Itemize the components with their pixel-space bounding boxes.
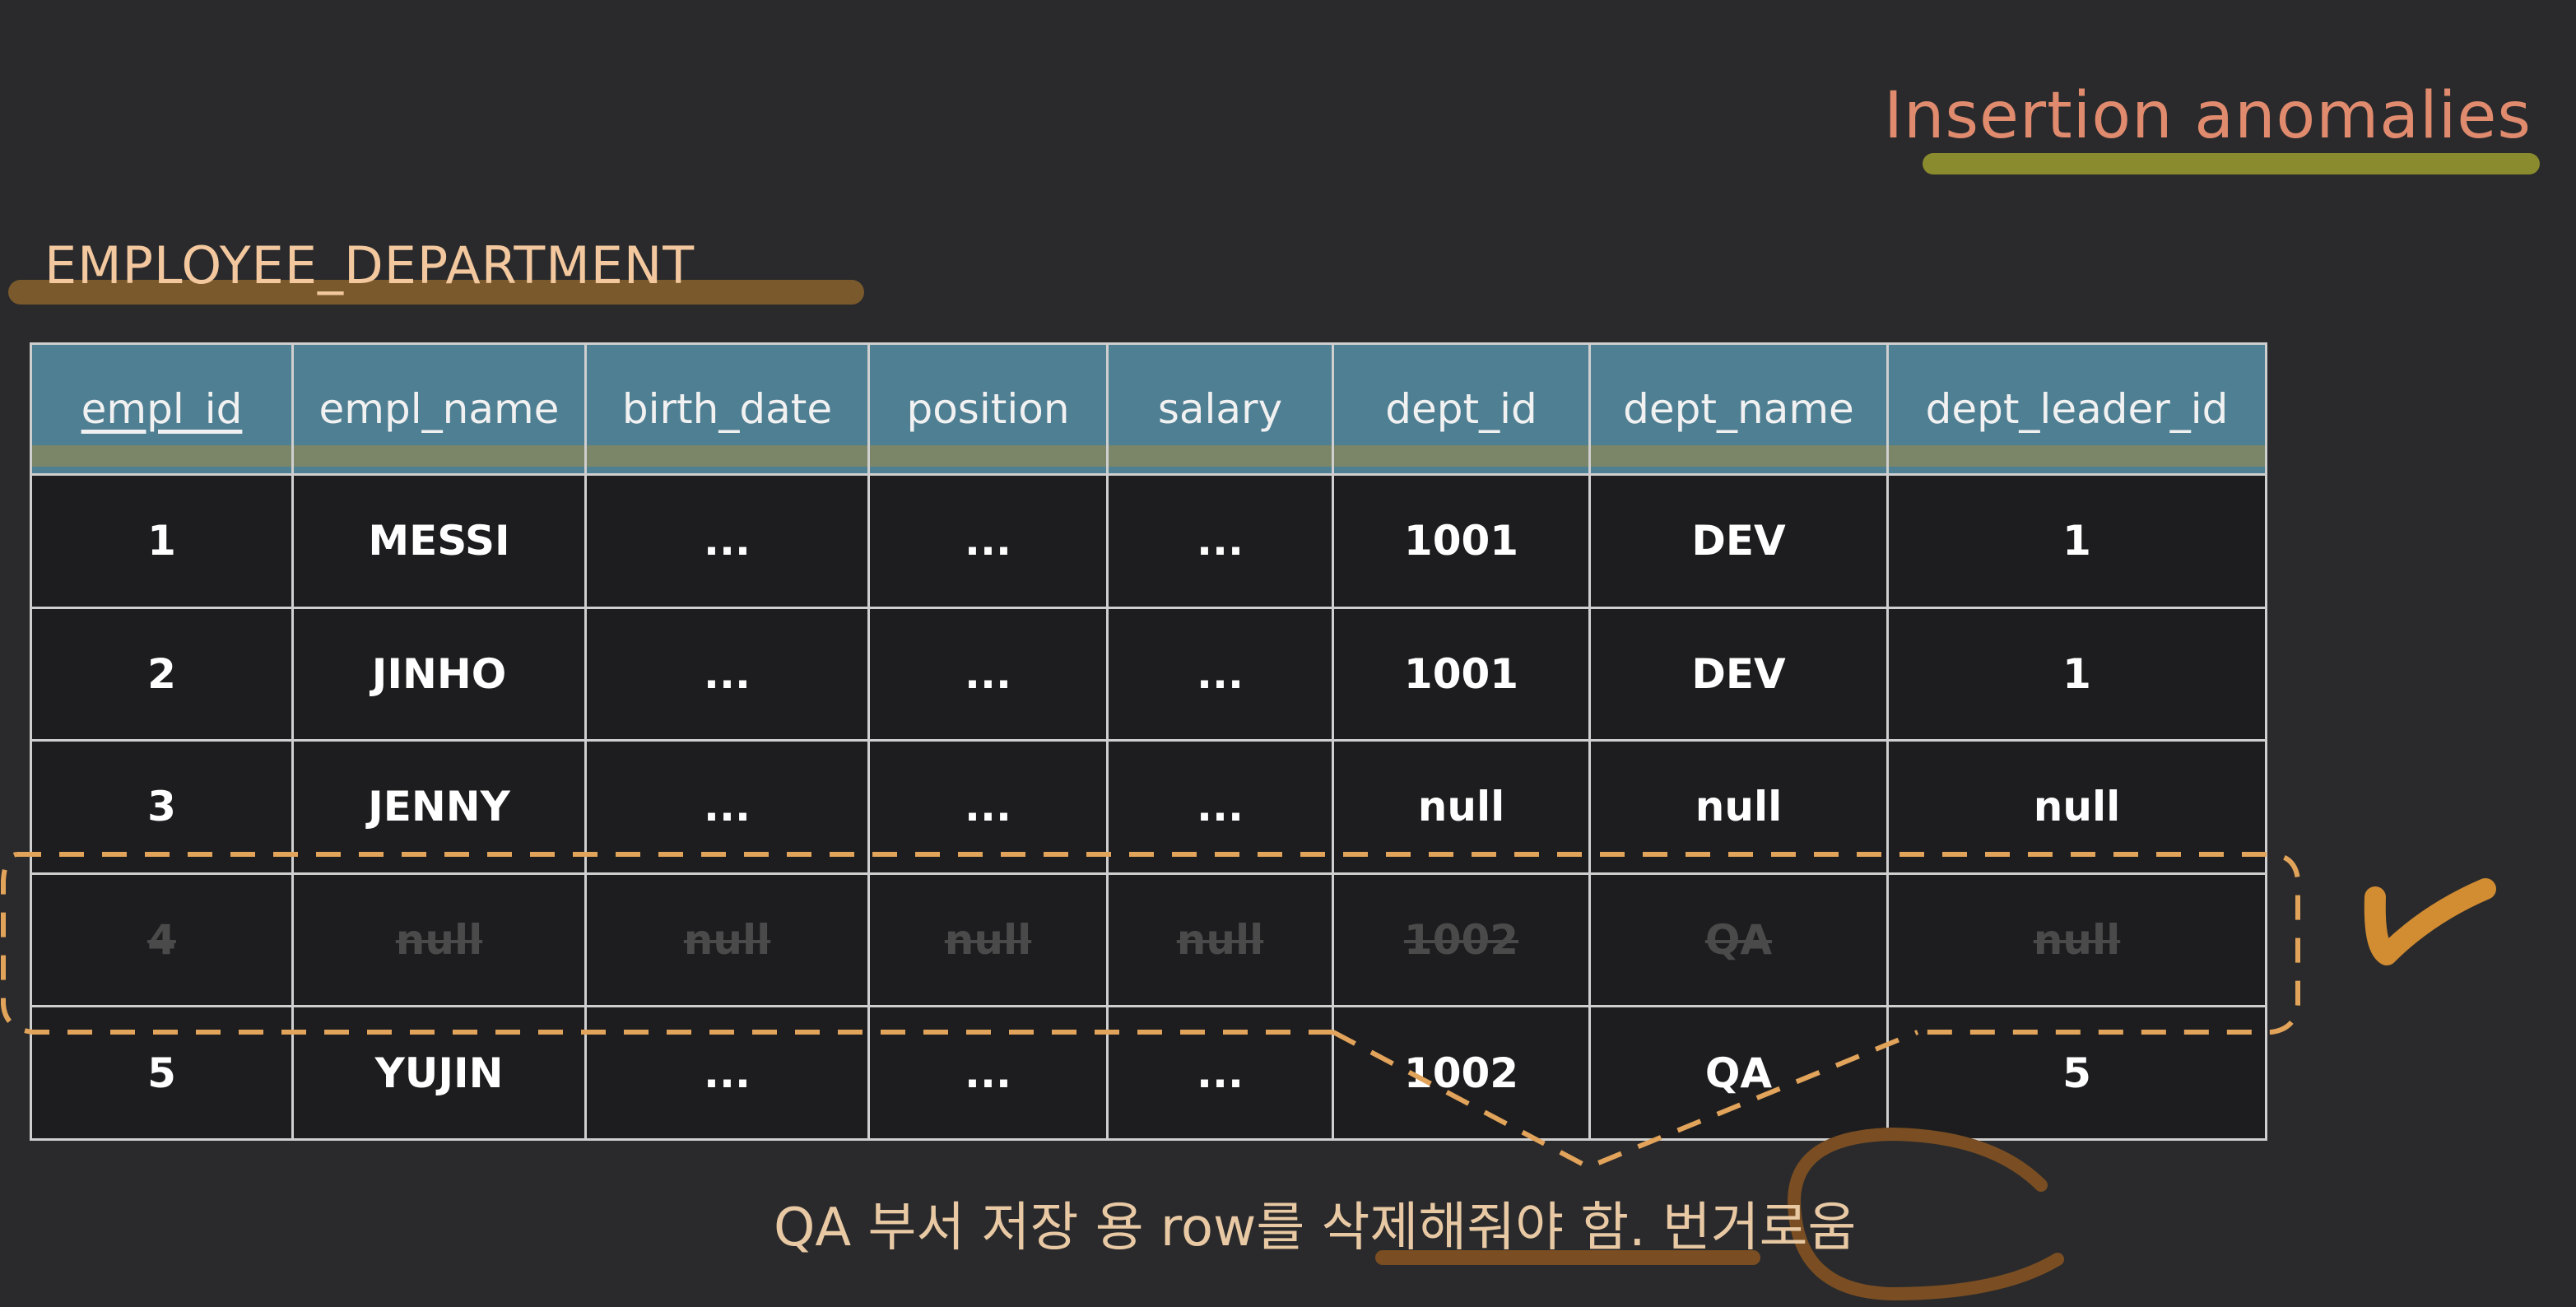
table-cell: ... xyxy=(584,739,870,875)
table-cell: null xyxy=(291,872,587,1008)
table-cell: JINHO xyxy=(291,606,587,742)
table-cell: ... xyxy=(867,606,1109,742)
table-header-row: empl_id empl_name birth_date position sa… xyxy=(30,342,2267,476)
table-cell: ... xyxy=(1106,739,1334,875)
table-cell: 1 xyxy=(1886,606,2267,742)
table-name-underline-highlight xyxy=(8,280,864,305)
table-cell: 4 xyxy=(30,872,294,1008)
employee-department-table: empl_id empl_name birth_date position sa… xyxy=(30,342,2267,1141)
table-cell: 1002 xyxy=(1332,1005,1591,1141)
table-cell: ... xyxy=(1106,1005,1334,1141)
table-cell: null xyxy=(1588,739,1889,875)
column-header-dept-name: dept_name xyxy=(1588,342,1889,476)
note-text: QA 부서 저장 용 row를 삭제해줘야 함. 번거로움 xyxy=(774,1198,1857,1258)
column-header-empl-id: empl_id xyxy=(30,342,294,476)
table-cell: null xyxy=(584,872,870,1008)
table-cell: ... xyxy=(1106,473,1334,609)
table-row: 1 MESSI ... ... ... 1001 DEV 1 xyxy=(30,473,2267,609)
table-cell: DEV xyxy=(1588,606,1889,742)
title-underline-highlight xyxy=(1923,153,2540,174)
slide-title-text: Insertion anomalies xyxy=(1883,79,2532,153)
table-cell: 1 xyxy=(30,473,294,609)
table-cell: QA xyxy=(1588,1005,1889,1141)
table-cell: 2 xyxy=(30,606,294,742)
table-cell: YUJIN xyxy=(291,1005,587,1141)
table-cell: ... xyxy=(867,1005,1109,1141)
table-cell: ... xyxy=(1106,606,1334,742)
check-mark-icon xyxy=(2364,878,2496,965)
table-cell: 1001 xyxy=(1332,473,1591,609)
table-cell: ... xyxy=(584,473,870,609)
column-header-position: position xyxy=(867,342,1109,476)
column-header-dept-leader-id: dept_leader_id xyxy=(1886,342,2267,476)
table-cell: null xyxy=(1332,739,1591,875)
table-row-struck: 4 null null null null 1002 QA null xyxy=(30,872,2267,1008)
table-cell: null xyxy=(1886,739,2267,875)
table-cell: null xyxy=(867,872,1109,1008)
table-cell: 3 xyxy=(30,739,294,875)
table-cell: 1001 xyxy=(1332,606,1591,742)
table-cell: 5 xyxy=(30,1005,294,1141)
column-header-empl-name: empl_name xyxy=(291,342,587,476)
table-name-text: EMPLOYEE_DEPARTMENT xyxy=(44,235,695,295)
table-row: 5 YUJIN ... ... ... 1002 QA 5 xyxy=(30,1005,2267,1141)
column-header-birth-date: birth_date xyxy=(584,342,870,476)
table-name: EMPLOYEE_DEPARTMENT xyxy=(8,232,864,314)
table-cell: 1002 xyxy=(1332,872,1591,1008)
table-cell: ... xyxy=(867,473,1109,609)
table-cell: MESSI xyxy=(291,473,587,609)
table-cell: 1 xyxy=(1886,473,2267,609)
slide-title: Insertion anomalies xyxy=(1884,74,2556,189)
table-cell: ... xyxy=(867,739,1109,875)
table-cell: ... xyxy=(584,1005,870,1141)
column-header-dept-id: dept_id xyxy=(1332,342,1591,476)
table-row: 3 JENNY ... ... ... null null null xyxy=(30,739,2267,875)
column-header-salary: salary xyxy=(1106,342,1334,476)
table-row: 2 JINHO ... ... ... 1001 DEV 1 xyxy=(30,606,2267,742)
table-cell: ... xyxy=(584,606,870,742)
table-cell: null xyxy=(1106,872,1334,1008)
table-cell: JENNY xyxy=(291,739,587,875)
table-cell: 5 xyxy=(1886,1005,2267,1141)
table-cell: QA xyxy=(1588,872,1889,1008)
table-cell: DEV xyxy=(1588,473,1889,609)
table-cell: null xyxy=(1886,872,2267,1008)
